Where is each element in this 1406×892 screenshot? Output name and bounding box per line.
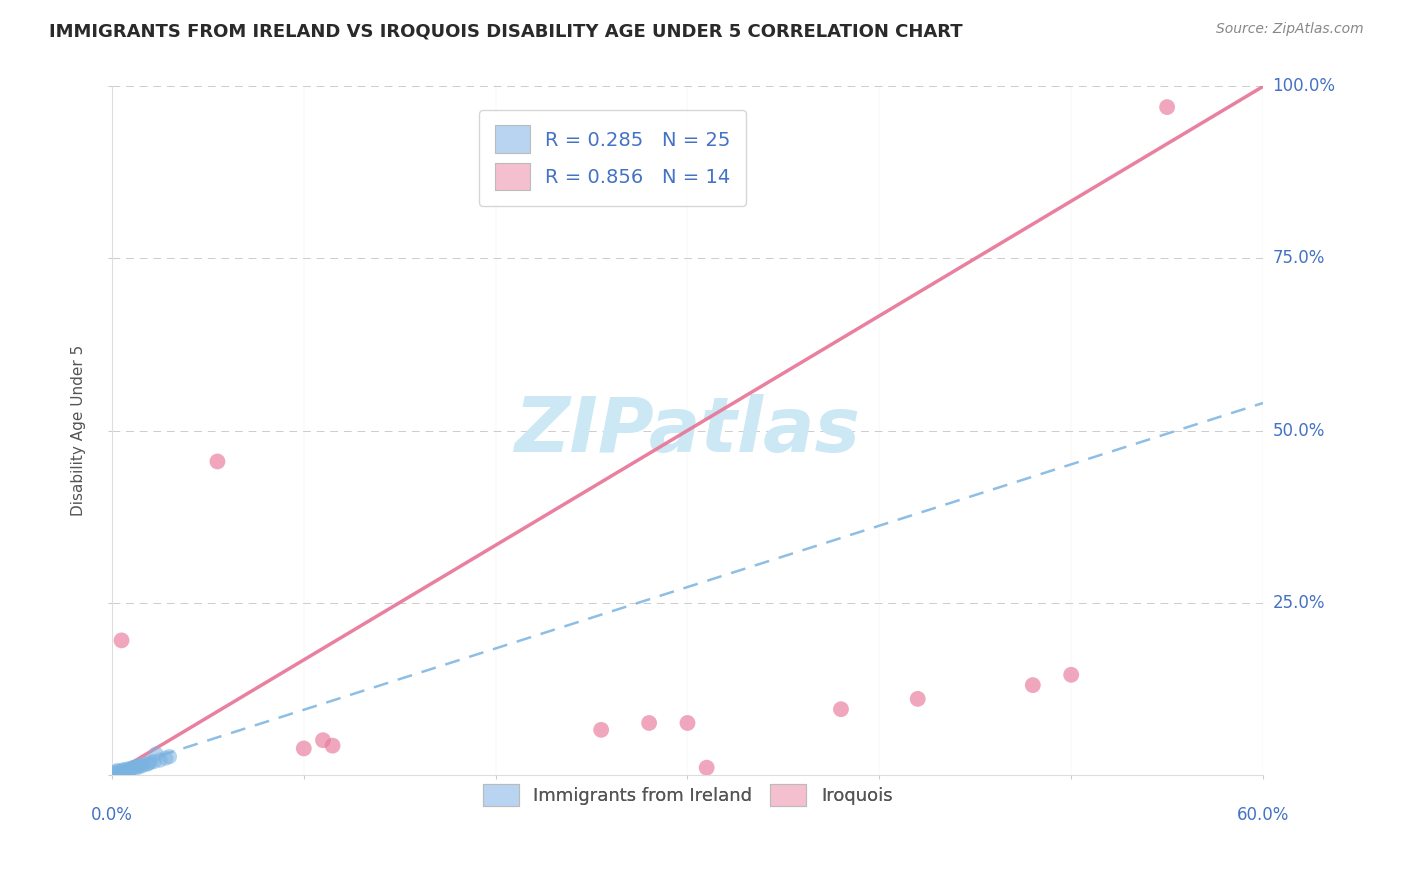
- Point: [638, 715, 661, 730]
- Point: [110, 633, 132, 648]
- Point: [125, 761, 148, 775]
- Point: [155, 751, 177, 765]
- Point: [120, 761, 142, 775]
- Point: [1156, 100, 1178, 114]
- Text: Source: ZipAtlas.com: Source: ZipAtlas.com: [1216, 22, 1364, 37]
- Text: 25.0%: 25.0%: [1272, 593, 1324, 612]
- Point: [107, 764, 129, 778]
- Point: [207, 454, 229, 468]
- Point: [117, 762, 139, 776]
- Point: [131, 758, 153, 772]
- Text: IMMIGRANTS FROM IRELAND VS IROQUOIS DISABILITY AGE UNDER 5 CORRELATION CHART: IMMIGRANTS FROM IRELAND VS IROQUOIS DISA…: [49, 22, 963, 40]
- Point: [143, 755, 166, 769]
- Point: [292, 741, 315, 756]
- Point: [108, 764, 131, 779]
- Point: [138, 756, 160, 771]
- Point: [591, 723, 613, 737]
- Point: [124, 760, 146, 774]
- Point: [135, 757, 157, 772]
- Point: [676, 715, 699, 730]
- Text: 60.0%: 60.0%: [1237, 805, 1289, 823]
- Point: [145, 747, 167, 761]
- Text: 100.0%: 100.0%: [1272, 78, 1336, 95]
- Point: [159, 749, 181, 764]
- Point: [104, 764, 127, 779]
- Point: [322, 739, 344, 753]
- Point: [112, 763, 135, 777]
- Point: [128, 758, 150, 772]
- Point: [830, 702, 852, 716]
- Text: 0.0%: 0.0%: [91, 805, 134, 823]
- Point: [907, 691, 929, 706]
- Point: [129, 759, 152, 773]
- Point: [108, 765, 131, 780]
- Point: [114, 764, 136, 778]
- Point: [1022, 678, 1045, 692]
- Point: [122, 761, 145, 775]
- Legend: Immigrants from Ireland, Iroquois: Immigrants from Ireland, Iroquois: [475, 777, 900, 814]
- Point: [312, 733, 335, 747]
- Point: [696, 761, 718, 775]
- Text: ZIPatlas: ZIPatlas: [515, 393, 860, 467]
- Text: 75.0%: 75.0%: [1272, 250, 1324, 268]
- Y-axis label: Disability Age Under 5: Disability Age Under 5: [72, 345, 86, 516]
- Point: [103, 766, 125, 780]
- Point: [149, 753, 172, 767]
- Text: 50.0%: 50.0%: [1272, 422, 1324, 440]
- Point: [110, 764, 132, 778]
- Point: [118, 763, 141, 777]
- Point: [1060, 667, 1083, 681]
- Point: [139, 755, 162, 769]
